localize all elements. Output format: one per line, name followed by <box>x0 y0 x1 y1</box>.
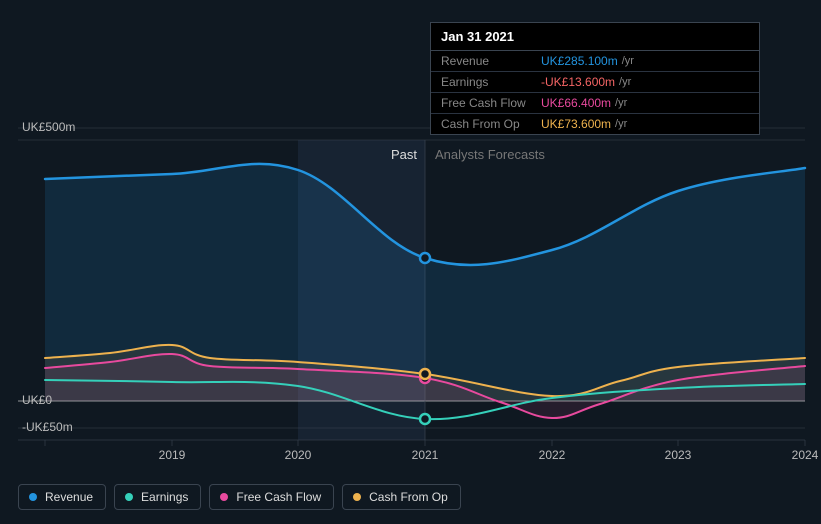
past-label: Past <box>391 147 417 162</box>
forecast-label: Analysts Forecasts <box>435 147 545 162</box>
legend-item-fcf[interactable]: Free Cash Flow <box>209 484 334 510</box>
y-tick-label: -UK£50m <box>22 420 73 434</box>
tooltip-row-fcf: Free Cash Flow UK£66.400m /yr <box>431 93 759 114</box>
tooltip-unit: /yr <box>622 55 634 67</box>
x-tick-label: 2024 <box>792 448 819 462</box>
y-tick-label: UK£0 <box>22 393 52 407</box>
tooltip-value: -UK£13.600m <box>541 75 615 89</box>
legend-label: Revenue <box>45 490 93 504</box>
tooltip-value: UK£73.600m <box>541 117 611 131</box>
tooltip-row-earnings: Earnings -UK£13.600m /yr <box>431 72 759 93</box>
chart-tooltip: Jan 31 2021 Revenue UK£285.100m /yr Earn… <box>430 22 760 135</box>
tooltip-label: Revenue <box>441 54 541 68</box>
x-tick-label: 2023 <box>665 448 692 462</box>
legend-item-earnings[interactable]: Earnings <box>114 484 201 510</box>
legend-dot-icon <box>220 493 228 501</box>
legend-dot-icon <box>125 493 133 501</box>
financial-chart: UK£500m UK£0 -UK£50m 2019 2020 2021 2022… <box>0 0 821 524</box>
tooltip-unit: /yr <box>615 97 627 109</box>
tooltip-unit: /yr <box>619 76 631 88</box>
tooltip-row-cfo: Cash From Op UK£73.600m /yr <box>431 114 759 134</box>
tooltip-unit: /yr <box>615 118 627 130</box>
tooltip-label: Cash From Op <box>441 117 541 131</box>
legend-label: Earnings <box>141 490 188 504</box>
legend-label: Cash From Op <box>369 490 448 504</box>
tooltip-label: Free Cash Flow <box>441 96 541 110</box>
tooltip-row-revenue: Revenue UK£285.100m /yr <box>431 51 759 72</box>
tooltip-value: UK£66.400m <box>541 96 611 110</box>
tooltip-value: UK£285.100m <box>541 54 618 68</box>
legend-dot-icon <box>353 493 361 501</box>
tooltip-date: Jan 31 2021 <box>431 23 759 51</box>
tooltip-label: Earnings <box>441 75 541 89</box>
x-tick-label: 2021 <box>412 448 439 462</box>
legend-dot-icon <box>29 493 37 501</box>
legend-item-revenue[interactable]: Revenue <box>18 484 106 510</box>
x-tick-label: 2020 <box>285 448 312 462</box>
legend-label: Free Cash Flow <box>236 490 321 504</box>
y-tick-label: UK£500m <box>22 120 75 134</box>
x-tick-label: 2022 <box>539 448 566 462</box>
legend-item-cfo[interactable]: Cash From Op <box>342 484 461 510</box>
x-tick-label: 2019 <box>159 448 186 462</box>
chart-legend: Revenue Earnings Free Cash Flow Cash Fro… <box>18 484 461 510</box>
